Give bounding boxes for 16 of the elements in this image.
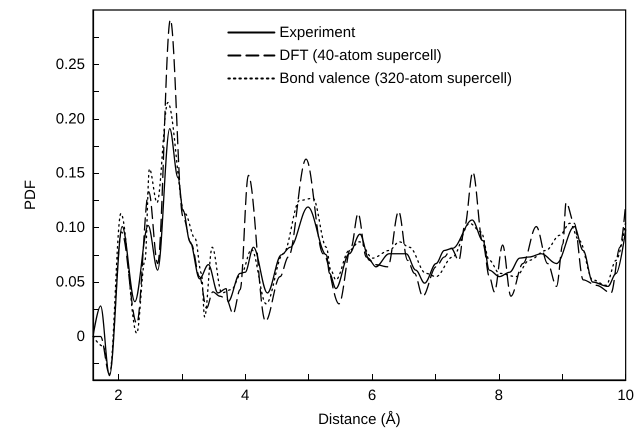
x-tick-label: 4 [241,387,250,404]
x-tick-label: 10 [617,387,634,404]
legend-label: DFT (40-atom supercell) [279,47,442,64]
x-tick-label: 6 [368,387,376,404]
legend-label: Experiment [279,24,356,41]
y-tick-label: 0.25 [56,56,85,73]
x-tick-label: 8 [494,387,504,404]
y-tick-label: 0.10 [56,219,85,236]
legend-label: Bond valence (320-atom supercell) [279,70,512,87]
y-axis-title: PDF [22,180,39,210]
y-tick-label: 0.15 [56,164,85,182]
y-tick-label: 0.05 [56,274,85,291]
y-tick-label: 0.20 [56,110,85,128]
x-axis-title: Distance (Å) [318,410,401,428]
y-tick-label: 0 [76,328,85,345]
x-tick-label: 2 [114,387,123,404]
